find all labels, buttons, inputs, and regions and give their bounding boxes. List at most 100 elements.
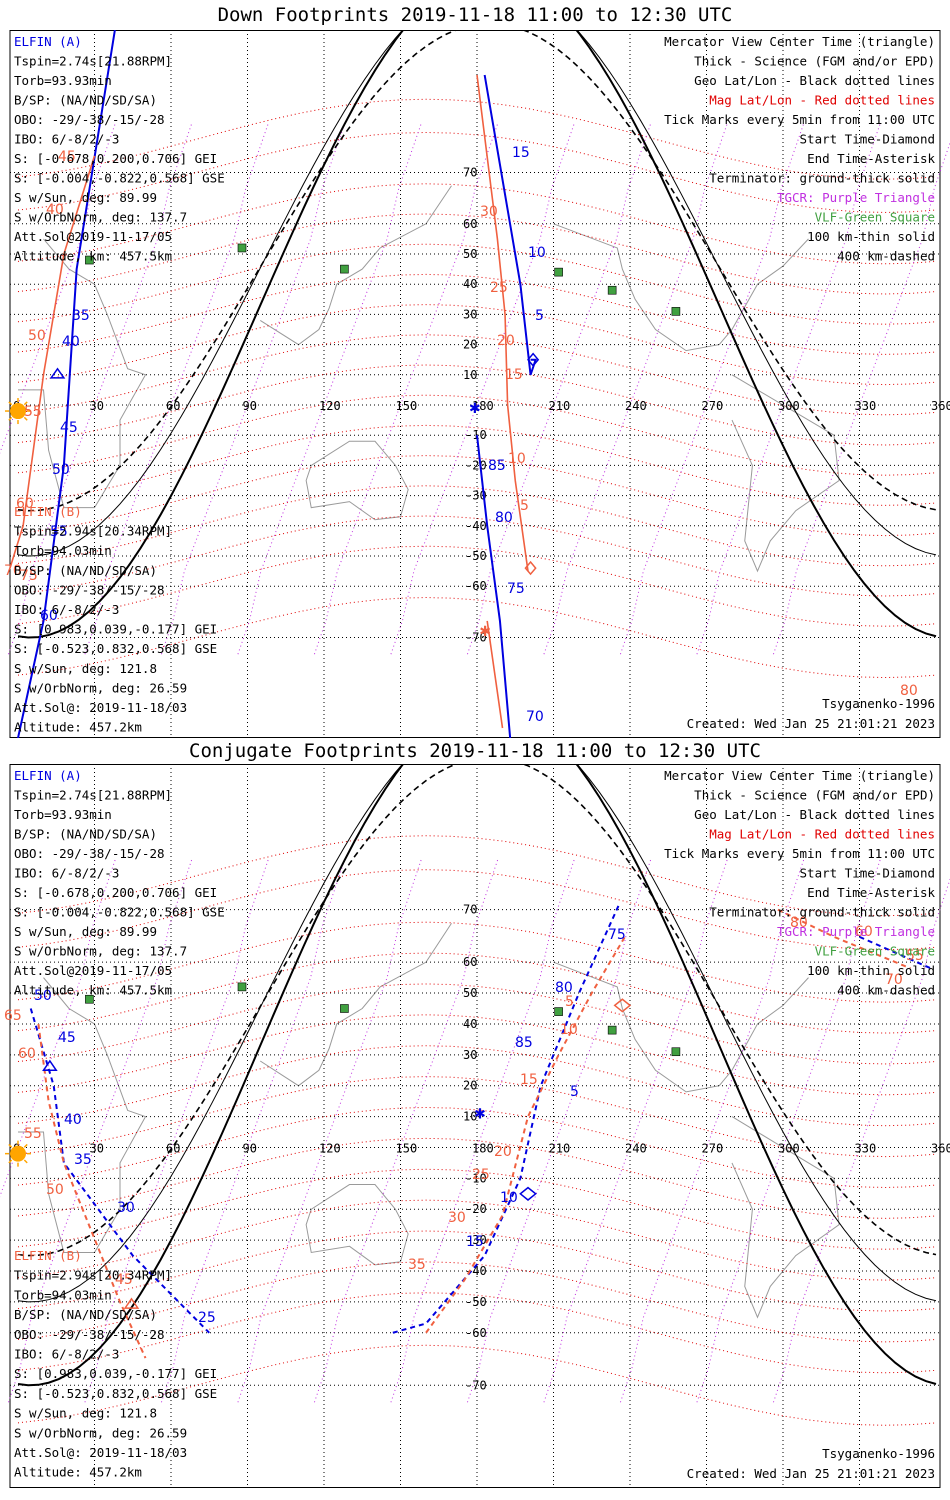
lat-tick-label: -70 — [465, 1378, 487, 1392]
lon-tick-label: 180 — [472, 399, 494, 413]
time-tick-label: 10 — [528, 245, 546, 261]
time-tick-label: 60 — [16, 496, 34, 512]
mag-meridian — [0, 122, 117, 454]
lat-tick-label: 50 — [463, 247, 477, 261]
time-tick-label: 55 — [906, 948, 924, 964]
sun-ray — [23, 1143, 28, 1148]
terminator-400km — [17, 30, 937, 512]
legend-line: Tick Marks every 5min from 11:00 UTC — [664, 846, 935, 861]
time-tick-label: 80 — [555, 980, 573, 996]
green-square-icon — [671, 307, 681, 316]
time-tick-label: 10 — [508, 451, 526, 467]
terminator-100km — [17, 764, 937, 1303]
green-square-icon — [237, 982, 247, 992]
elfin-b-info-line: Torb=94.03min — [14, 1287, 112, 1302]
elfin-a-info-line: ELFIN (A) — [14, 768, 82, 783]
mag-parallel — [17, 1344, 937, 1426]
lat-tick-label: 40 — [463, 1017, 477, 1031]
mag-parallel — [17, 1106, 937, 1188]
diamond-icon — [527, 352, 540, 367]
mag-parallel — [17, 1014, 937, 1096]
elfin-a-info-line: Torb=93.93min — [14, 73, 112, 88]
elfin-a-track — [859, 935, 932, 970]
mag-parallel — [17, 424, 937, 506]
lat-tick-label: 70 — [463, 903, 477, 917]
elfin-a-info-line: Altitude, km: 457.5km — [14, 249, 172, 264]
elfin-b-info-line: IBO: 6/-8/2/-3 — [14, 602, 119, 617]
lat-tick-label: 70 — [463, 165, 477, 179]
lon-tick-label: 90 — [243, 399, 257, 413]
time-tick-label: 30 — [117, 1200, 135, 1216]
time-tick-label: 65 — [4, 1008, 22, 1024]
triangle-icon — [42, 1059, 58, 1072]
lon-tick-label: 270 — [702, 1141, 724, 1155]
time-tick-label: 80 — [790, 915, 808, 931]
mag-meridian — [160, 122, 346, 655]
mag-parallel — [17, 1168, 937, 1250]
mag-parallel — [17, 545, 937, 627]
map-frame — [9, 764, 941, 1488]
green-square-icon — [237, 243, 247, 253]
sun-icon — [10, 403, 26, 420]
time-tick-label: 15 — [512, 145, 530, 161]
lat-tick-label: -50 — [465, 549, 487, 563]
lon-tick-label: 120 — [319, 399, 341, 413]
time-tick-label: 80 — [900, 683, 918, 699]
lat-tick-label: 30 — [463, 1048, 477, 1062]
diamond-icon — [613, 998, 632, 1013]
mag-parallel — [17, 952, 937, 1034]
mag-parallel — [17, 983, 937, 1065]
time-tick-label: 20 — [494, 1144, 512, 1160]
time-tick-label: 40 — [46, 202, 64, 218]
time-tick-label: 70 — [526, 709, 544, 725]
elfin-b-info-line: ELFIN (B) — [14, 1248, 82, 1263]
time-tick-label: 45 — [58, 149, 76, 165]
time-tick-label: 25 — [490, 280, 508, 296]
elfin-b-info-line: S w/Sun, deg: 121.8 — [14, 661, 157, 676]
lon-tick-label: 240 — [625, 1141, 647, 1155]
asterisk-icon: ✱ — [479, 624, 491, 640]
elfin-b-info-line: Altitude: 457.2km — [14, 1465, 142, 1480]
mag-parallel — [17, 334, 937, 416]
model-label: Tsyganenko-1996 — [822, 1446, 935, 1461]
time-tick-label: 5 — [520, 498, 529, 514]
elfin-a-track — [392, 902, 621, 1334]
lon-tick-label: 360 — [931, 1141, 950, 1155]
elfin-b-info-line: Att.Sol@: 2019-11-18/03 — [14, 1445, 187, 1460]
mag-parallel — [17, 1137, 937, 1219]
time-tick-label: 15 — [466, 1234, 484, 1250]
elfin-a-info-line: Altitude, km: 457.5km — [14, 983, 172, 998]
time-tick-label: 70 — [885, 972, 903, 988]
legend-line: 400 km-dashed — [837, 249, 935, 264]
legend-line: Mag Lat/Lon - Red dotted lines — [709, 93, 935, 108]
coastline — [259, 922, 452, 1087]
elfin-a-info-line: Torb=93.93min — [14, 807, 112, 822]
panel-title-conjugate: Conjugate Footprints 2019-11-18 11:00 to… — [189, 740, 761, 762]
mag-meridian — [772, 141, 950, 655]
time-tick-label: 45 — [115, 1272, 133, 1288]
elfin-a-info-line: ELFIN (A) — [14, 34, 82, 49]
coastline — [553, 223, 809, 352]
mag-parallel — [17, 485, 937, 567]
mag-meridian — [390, 122, 576, 655]
lon-tick-label: 60 — [166, 399, 180, 413]
lat-tick-label: 30 — [463, 307, 477, 321]
time-tick-label: 60 — [855, 924, 873, 940]
elfin-b-info-line: S: [0.983,0.039,-0.177] GEI — [14, 1366, 217, 1381]
mag-meridian — [543, 122, 729, 655]
elfin-a-track — [17, 30, 116, 738]
mag-parallel — [17, 835, 937, 917]
legend-line: Geo Lat/Lon - Black dotted lines — [694, 807, 935, 822]
elfin-b-info-line: S: [-0.523,0.832,0.568] GSE — [14, 641, 217, 656]
mag-meridian — [619, 122, 805, 655]
elfin-b-track — [486, 620, 504, 729]
lon-tick-label: 270 — [702, 399, 724, 413]
conjugate-footprints-map: 0306090120150180210240270300330360706050… — [0, 764, 950, 1488]
legend-line: Thick - Science (FGM and/or EPD) — [694, 788, 935, 803]
lat-tick-label: -60 — [465, 1326, 487, 1340]
created-label: Created: Wed Jan 25 21:01:21 2023 — [687, 1466, 935, 1481]
lat-tick-label: 10 — [463, 368, 477, 382]
elfin-a-info-line: S w/Sun, deg: 89.99 — [14, 190, 157, 205]
elfin-a-info-line: B/SP: (NA/ND/SD/SA) — [14, 93, 157, 108]
green-square-icon — [607, 285, 617, 295]
